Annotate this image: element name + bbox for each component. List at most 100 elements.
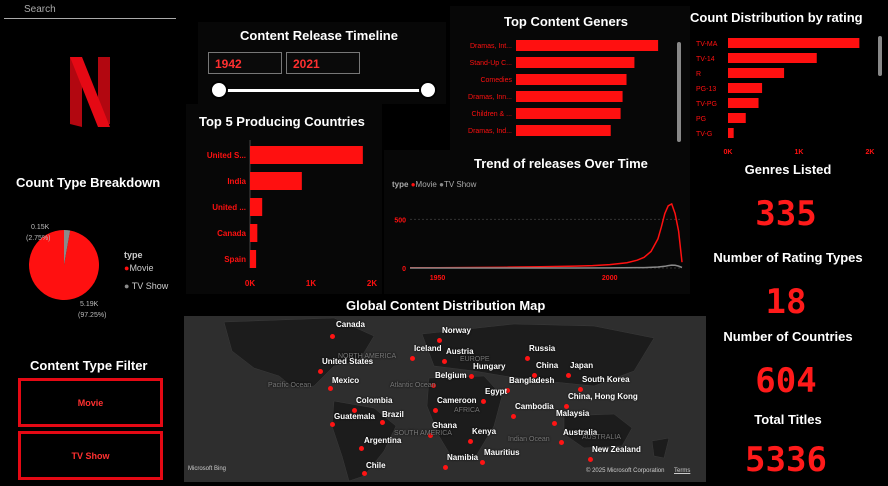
- map-point[interactable]: [578, 387, 583, 392]
- map-point[interactable]: [352, 408, 357, 413]
- map-point[interactable]: [410, 356, 415, 361]
- map-point[interactable]: [480, 460, 485, 465]
- map-label: Bangladesh: [509, 376, 555, 385]
- search-input[interactable]: Search: [24, 4, 56, 15]
- map-point[interactable]: [532, 373, 537, 378]
- map-point[interactable]: [328, 386, 333, 391]
- world-map[interactable]: Microsoft Bing © 2025 Microsoft Corporat…: [184, 316, 706, 482]
- filter-title: Content Type Filter: [30, 358, 148, 373]
- map-point[interactable]: [559, 440, 564, 445]
- map-label: Hungary: [473, 362, 506, 371]
- map-label: Malaysia: [556, 409, 590, 418]
- rating-bar: [728, 83, 763, 93]
- map-region-label: AFRICA: [454, 407, 480, 414]
- rating-label: PG-13: [696, 86, 716, 93]
- countries-bar: [250, 250, 257, 268]
- map-point[interactable]: [443, 465, 448, 470]
- pie-legend-title: type: [124, 250, 143, 260]
- genres-label: Dramas, Inn...: [468, 94, 512, 101]
- map-point[interactable]: [468, 439, 473, 444]
- countries-bar: [250, 198, 263, 216]
- countries-chart: United S... India United ... Canada Spain 0K 1…: [207, 140, 377, 288]
- rating-bar: [728, 98, 759, 108]
- map-region-label: AUSTRALIA: [582, 434, 621, 441]
- timeline-slider-start-handle[interactable]: [210, 81, 228, 99]
- map-point[interactable]: [318, 369, 323, 374]
- map-point[interactable]: [330, 422, 335, 427]
- map-point[interactable]: [431, 383, 436, 388]
- rating-title: Count Distribution by rating: [690, 10, 863, 25]
- pie-legend-tv-label: TV Show: [131, 281, 169, 291]
- genres-chart: Dramas, Int... Stand-Up C... Comedies Drama…: [468, 40, 659, 136]
- map-label: China, Hong Kong: [568, 392, 638, 401]
- trend-legend-movie: Movie: [415, 180, 437, 189]
- timeline-title: Content Release Timeline: [240, 28, 398, 43]
- genres-bar: [516, 40, 659, 51]
- countries-bar: [250, 146, 363, 164]
- rating-scrollbar[interactable]: [878, 36, 882, 76]
- map-point[interactable]: [359, 446, 364, 451]
- map-point[interactable]: [564, 404, 569, 409]
- search-box[interactable]: Search: [4, 2, 176, 19]
- kpi-ratings-title: Number of Rating Types: [713, 250, 863, 265]
- genres-label: Dramas, Int...: [470, 43, 512, 50]
- trend-ytick: 500: [394, 217, 406, 224]
- pie-movie-pct: (97.25%): [78, 312, 107, 319]
- genres-bar: [516, 108, 621, 119]
- map-region-label: Atlantic Ocean: [390, 382, 436, 389]
- trend-line-tvshow: [410, 264, 683, 269]
- map-label: Kenya: [472, 427, 497, 436]
- trend-chart: 0 500 1950 2000: [394, 202, 683, 282]
- rating-bar: [728, 53, 817, 63]
- rating-label: R: [696, 71, 701, 78]
- map-label: Norway: [442, 326, 471, 335]
- map-point[interactable]: [469, 374, 474, 379]
- map-label: Austria: [446, 347, 474, 356]
- timeline-slider-track[interactable]: [218, 89, 428, 92]
- trend-title: Trend of releases Over Time: [474, 156, 648, 171]
- kpi-genres-title: Genres Listed: [744, 162, 832, 177]
- map-label: Iceland: [414, 344, 442, 353]
- movie-filter-button[interactable]: Movie: [18, 378, 163, 427]
- map-point[interactable]: [442, 359, 447, 364]
- map-point[interactable]: [511, 414, 516, 419]
- genres-label: Stand-Up C...: [470, 60, 512, 67]
- map-label: Cameroon: [437, 396, 477, 405]
- timeline-slider-end-handle[interactable]: [419, 81, 437, 99]
- rating-label: TV-PG: [696, 101, 717, 108]
- countries-panel: [186, 104, 382, 294]
- rating-label: TV-14: [696, 56, 715, 63]
- map-point[interactable]: [433, 408, 438, 413]
- tvshow-filter-button[interactable]: TV Show: [18, 431, 163, 480]
- map-point[interactable]: [380, 420, 385, 425]
- genres-bar: [516, 91, 623, 102]
- rating-bar: [728, 128, 734, 138]
- map-label: South Korea: [582, 375, 630, 384]
- kpi-countries-value: 604: [755, 361, 817, 401]
- map-point[interactable]: [330, 334, 335, 339]
- map-point[interactable]: [552, 421, 557, 426]
- countries-label: Canada: [217, 229, 246, 238]
- timeline-start-input[interactable]: 1942: [208, 52, 282, 74]
- countries-label: Spain: [224, 255, 246, 264]
- genres-label: Dramas, Ind...: [468, 128, 512, 135]
- map-label: Cambodia: [515, 402, 554, 411]
- map-point[interactable]: [588, 457, 593, 462]
- map-point[interactable]: [428, 433, 433, 438]
- map-point[interactable]: [437, 338, 442, 343]
- map-point[interactable]: [505, 388, 510, 393]
- timeline-end-input[interactable]: 2021: [286, 52, 360, 74]
- countries-xtick: 0K: [245, 279, 255, 288]
- map-label: Japan: [570, 361, 594, 370]
- map-terms[interactable]: Terms: [674, 468, 691, 474]
- pie-svg: [29, 230, 100, 300]
- genres-scrollbar[interactable]: [677, 42, 681, 142]
- map-point[interactable]: [481, 399, 486, 404]
- map-point[interactable]: [566, 373, 571, 378]
- rating-bar: [728, 38, 860, 48]
- map-label: Egypt: [485, 387, 508, 396]
- map-region-label: EUROPE: [460, 356, 490, 363]
- map-point[interactable]: [525, 356, 530, 361]
- map-point[interactable]: [362, 471, 367, 476]
- pie-tv-value: 0.15K: [31, 224, 50, 231]
